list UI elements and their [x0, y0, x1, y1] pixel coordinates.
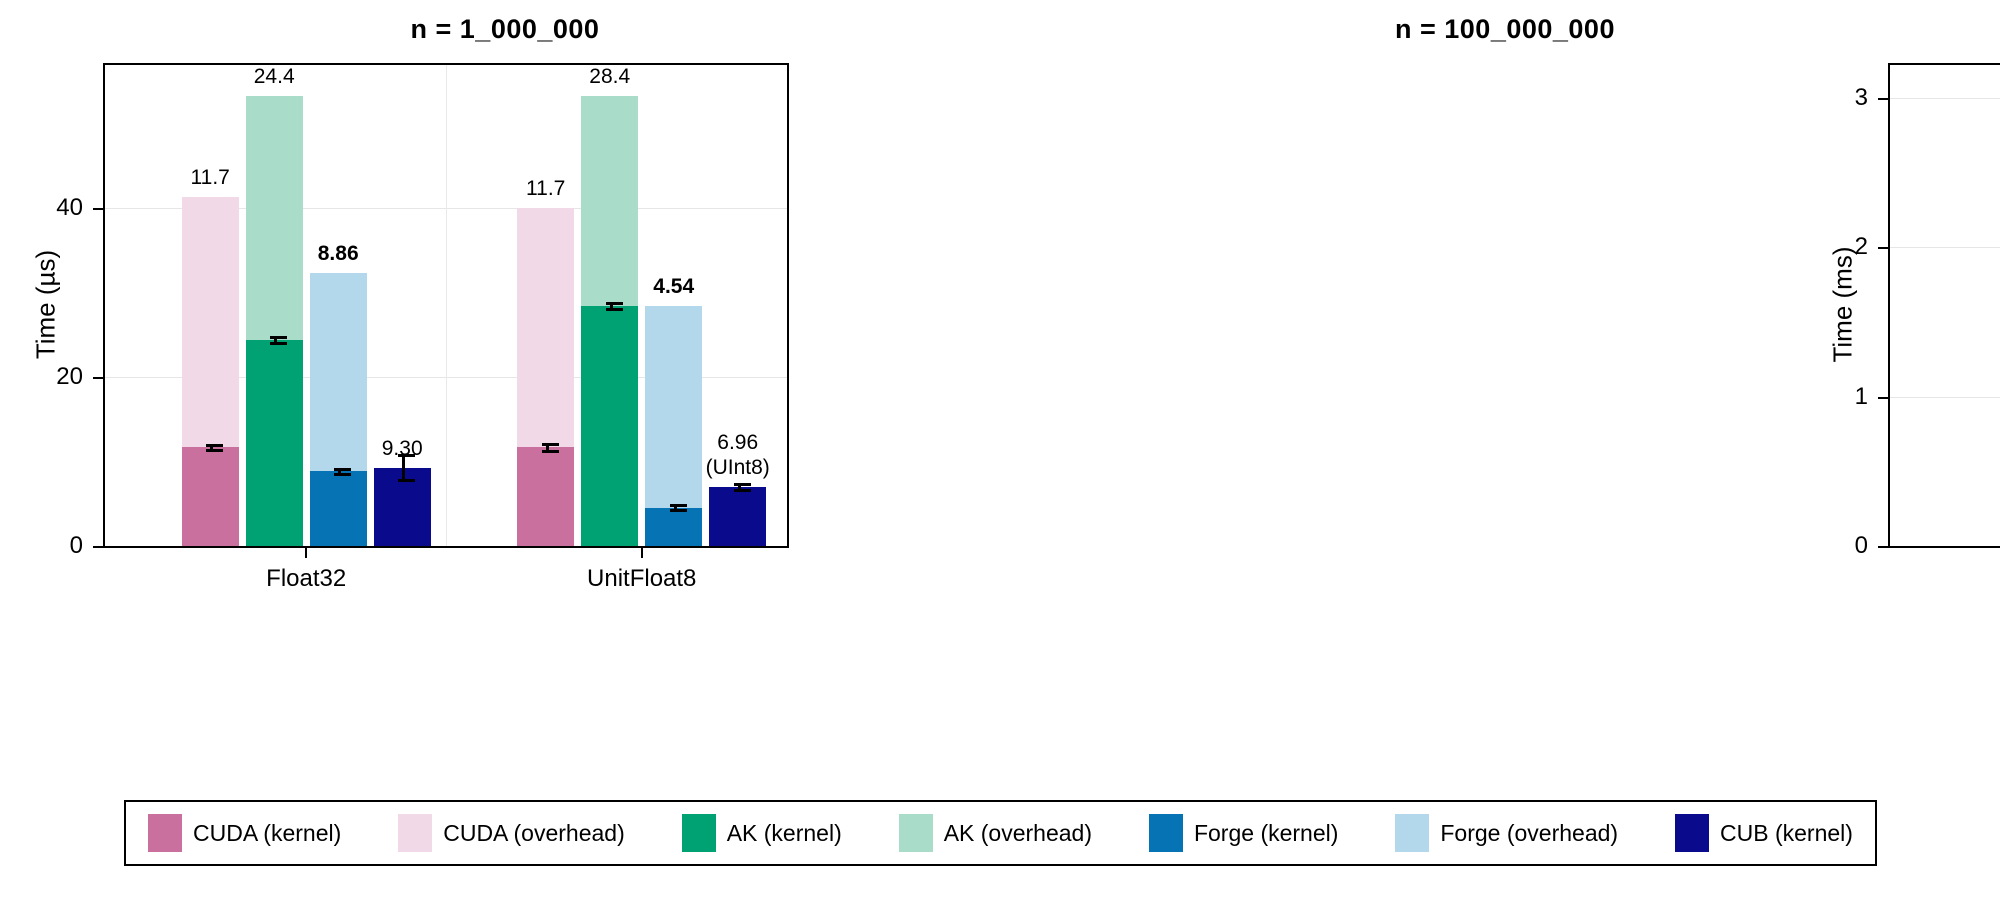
- bar-segment-kernel: [309, 471, 367, 546]
- y-axis-tick-mark: [93, 377, 103, 380]
- y-axis-tick-mark: [1878, 97, 1888, 100]
- bar-ak-float32: [245, 96, 303, 546]
- bar-value-label: 11.7: [526, 177, 566, 201]
- bar-cub-unitfloat8: [709, 487, 767, 546]
- legend-swatch-ak-overhead: [898, 814, 933, 852]
- legend-swatch-cuda-kernel: [148, 814, 182, 852]
- y-axis-tick-label: 1: [1854, 382, 1868, 410]
- legend-label-forge-kernel: Forge (kernel): [1193, 819, 1339, 846]
- error-bar: [541, 442, 559, 453]
- x-axis-tick-mark: [640, 548, 643, 558]
- bar-value-label: 11.7: [190, 165, 230, 189]
- error-bar: [334, 467, 352, 476]
- y-axis-tick-label: 2: [1854, 233, 1868, 261]
- bar-forge-float32: [309, 272, 367, 546]
- bar-segment-overhead: [645, 306, 703, 508]
- bar-segment-overhead: [181, 196, 239, 448]
- x-axis-tick-label-unitfloat8: UnitFloat8: [587, 565, 697, 592]
- plot-area-left: 11.7 24.4 8.86 9.30 11.7 28.4 4.54 6.96 (UInt8): [103, 63, 789, 548]
- panel-title-left: n = 1_000_000: [410, 14, 600, 44]
- legend-swatch-cuda-overhead: [398, 814, 433, 852]
- bar-segment-overhead: [309, 272, 367, 472]
- bar-value-label: 4.54: [653, 275, 695, 299]
- bar-value-label: 2.22: [1993, 170, 2000, 195]
- bar-segment-kernel: [245, 340, 303, 546]
- legend-label-cub-kernel: CUB (kernel): [1720, 819, 1853, 846]
- bar-forge-unitfloat8: [645, 306, 703, 546]
- bar-cuda-float32: [181, 196, 239, 546]
- bar-value-label: 8.86: [317, 241, 359, 265]
- bar-value-label: 9.30: [381, 436, 423, 460]
- y-axis-tick-label: 20: [56, 363, 83, 391]
- bar-segment-kernel: [709, 487, 767, 546]
- error-bar: [669, 504, 687, 513]
- legend-label-cuda-kernel: CUDA (kernel): [193, 819, 342, 846]
- legend-item-ak-overhead[interactable]: AK (overhead): [898, 814, 1093, 852]
- panel-n-1000000: n = 1_000_000 Time (µs) 11.7 24.4 8.86 9.30…: [0, 0, 1010, 790]
- bar-ak-unitfloat8: [581, 96, 639, 546]
- bar-segment-kernel: [581, 306, 639, 546]
- legend-item-forge-kernel[interactable]: Forge (kernel): [1148, 814, 1339, 852]
- legend-item-cub-kernel[interactable]: CUB (kernel): [1675, 814, 1853, 852]
- y-axis-tick-mark: [1878, 546, 1888, 548]
- legend-label-cuda-overhead: CUDA (overhead): [443, 819, 625, 846]
- gridline-horizontal: [1890, 97, 2000, 99]
- legend-item-cuda-overhead[interactable]: CUDA (overhead): [398, 814, 625, 852]
- y-axis-tick-mark: [93, 208, 103, 211]
- error-bar: [605, 302, 623, 312]
- legend-label-forge-overhead: Forge (overhead): [1440, 819, 1619, 846]
- bar-cuda-unitfloat8: [517, 208, 575, 546]
- legend: CUDA (kernel) CUDA (overhead) AK (kernel) A…: [124, 800, 1877, 866]
- y-axis-tick-mark: [93, 546, 103, 548]
- legend-swatch-forge-kernel: [1148, 814, 1183, 852]
- y-axis-tick-label: 3: [1854, 83, 1868, 111]
- gridline-horizontal: [1890, 396, 2000, 398]
- y-axis-label-right: Time (ms): [1827, 246, 1858, 363]
- y-axis-tick-mark: [1878, 247, 1888, 250]
- x-axis-tick-mark: [305, 548, 308, 558]
- error-bar: [270, 336, 288, 345]
- legend-swatch-forge-overhead: [1395, 814, 1430, 852]
- legend-swatch-ak-kernel: [681, 814, 716, 852]
- bar-segment-overhead: [245, 96, 303, 341]
- bar-segment-overhead: [581, 96, 639, 307]
- error-bar: [733, 483, 751, 493]
- legend-swatch-cub-kernel: [1675, 814, 1710, 852]
- legend-item-cuda-kernel[interactable]: CUDA (kernel): [148, 814, 341, 852]
- y-axis-tick-label: 40: [56, 194, 83, 222]
- legend-item-forge-overhead[interactable]: Forge (overhead): [1395, 814, 1618, 852]
- y-axis-tick-mark: [1878, 396, 1888, 399]
- bar-value-label: 6.96 (UInt8): [705, 431, 770, 480]
- bar-segment-overhead: [517, 208, 575, 448]
- plot-area-right: 2.222.242.192.191.212.180.5540.556 (UInt…: [1888, 63, 2000, 548]
- gridline-vertical: [446, 65, 447, 546]
- gridline-horizontal: [1890, 247, 2000, 249]
- y-axis-tick-label: 0: [1854, 532, 1868, 559]
- x-axis-tick-label-float32: Float32: [266, 565, 347, 592]
- bar-segment-kernel: [645, 507, 703, 546]
- legend-label-ak-overhead: AK (overhead): [943, 819, 1093, 846]
- legend-label-ak-kernel: AK (kernel): [726, 819, 842, 846]
- panel-n-100000000: n = 100_000_000 Time (ms) 2.222.242.192.…: [1010, 0, 2000, 790]
- panel-title-right: n = 100_000_000: [1395, 14, 1615, 44]
- legend-item-ak-kernel[interactable]: AK (kernel): [681, 814, 842, 852]
- y-axis-tick-label: 0: [69, 532, 83, 559]
- bar-value-label: 24.4: [253, 65, 295, 89]
- bar-value-label: 28.4: [589, 65, 631, 89]
- bar-segment-kernel: [181, 447, 239, 546]
- error-bar: [398, 453, 416, 483]
- bar-segment-kernel: [517, 447, 575, 546]
- error-bar: [206, 443, 224, 452]
